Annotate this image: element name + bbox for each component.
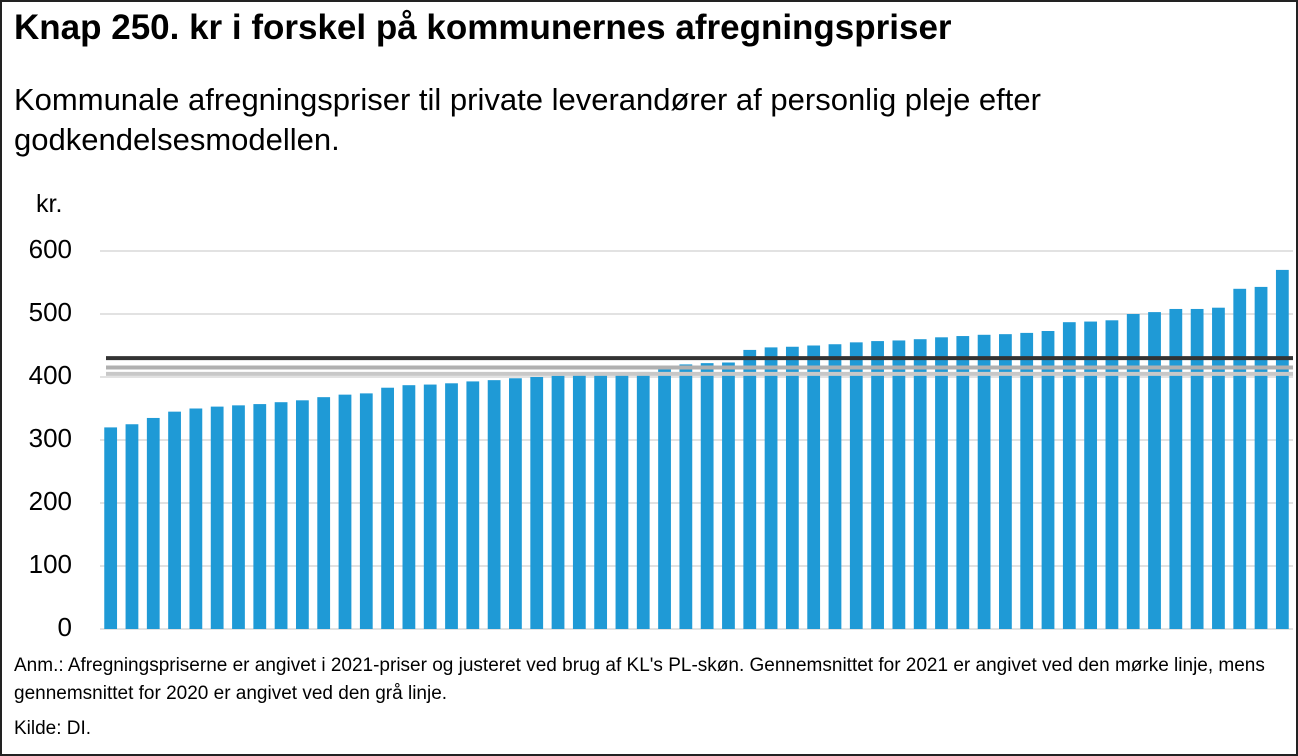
- bar: [359, 393, 373, 629]
- bar: [146, 417, 160, 629]
- bar: [338, 394, 352, 629]
- bar: [807, 345, 821, 629]
- y-tick-label: 200: [29, 486, 72, 516]
- chart-title: Knap 250. kr i forskel på kommunernes af…: [14, 8, 952, 47]
- bar: [828, 344, 842, 629]
- bar: [274, 402, 288, 629]
- bar: [1254, 286, 1268, 629]
- bar: [104, 427, 118, 629]
- bar: [253, 404, 267, 629]
- bar: [317, 397, 331, 629]
- bar: [913, 339, 927, 629]
- bar: [1233, 288, 1247, 629]
- bar: [1105, 320, 1119, 629]
- bar: [232, 405, 245, 629]
- bar: [1148, 312, 1161, 629]
- bar: [1041, 331, 1055, 629]
- bar: [1275, 269, 1289, 629]
- bar: [743, 349, 757, 629]
- bar: [594, 373, 608, 629]
- bar: [785, 346, 799, 629]
- bar: [658, 365, 671, 629]
- bar: [572, 375, 586, 629]
- bar: [295, 400, 309, 629]
- bar: [1212, 307, 1225, 629]
- bar: [1126, 314, 1140, 629]
- bar: [381, 387, 394, 629]
- bar: [509, 378, 522, 629]
- source: Kilde: DI.: [14, 718, 92, 739]
- note: Anm.: Afregningspriserne er angivet i 20…: [14, 655, 1265, 704]
- y-tick-label: 0: [58, 612, 72, 642]
- bar: [402, 385, 416, 629]
- bar: [636, 371, 650, 629]
- bar: [210, 406, 224, 629]
- bar: [956, 336, 970, 629]
- y-tick-label: 100: [29, 549, 72, 579]
- bar: [999, 334, 1012, 629]
- chart-subtitle: Kommunale afregningspriser til private l…: [14, 82, 1041, 157]
- bar: [977, 334, 991, 629]
- y-tick-label: 300: [29, 423, 72, 453]
- bar: [125, 424, 139, 629]
- bar: [1169, 308, 1183, 629]
- bar: [1062, 322, 1076, 629]
- bar: [935, 337, 948, 629]
- bar: [487, 380, 501, 629]
- bar: [615, 372, 629, 629]
- bar: [189, 408, 203, 629]
- bar: [551, 375, 565, 629]
- y-axis-label: kr.: [36, 190, 63, 218]
- bar: [530, 377, 544, 629]
- bar: [168, 411, 181, 629]
- bar: [871, 341, 884, 629]
- y-tick-label: 600: [29, 234, 72, 264]
- bar: [700, 363, 714, 629]
- bar: [423, 384, 437, 629]
- bar: [445, 383, 458, 629]
- y-tick-label: 500: [29, 297, 72, 327]
- bar: [679, 364, 693, 629]
- bar: [1084, 321, 1098, 629]
- bar: [849, 342, 863, 629]
- bar: [764, 347, 778, 629]
- bar: [1190, 308, 1204, 629]
- y-tick-label: 400: [29, 360, 72, 390]
- bar: [892, 340, 906, 629]
- bar: [1020, 332, 1034, 629]
- bar: [466, 381, 480, 629]
- bar: [722, 362, 735, 629]
